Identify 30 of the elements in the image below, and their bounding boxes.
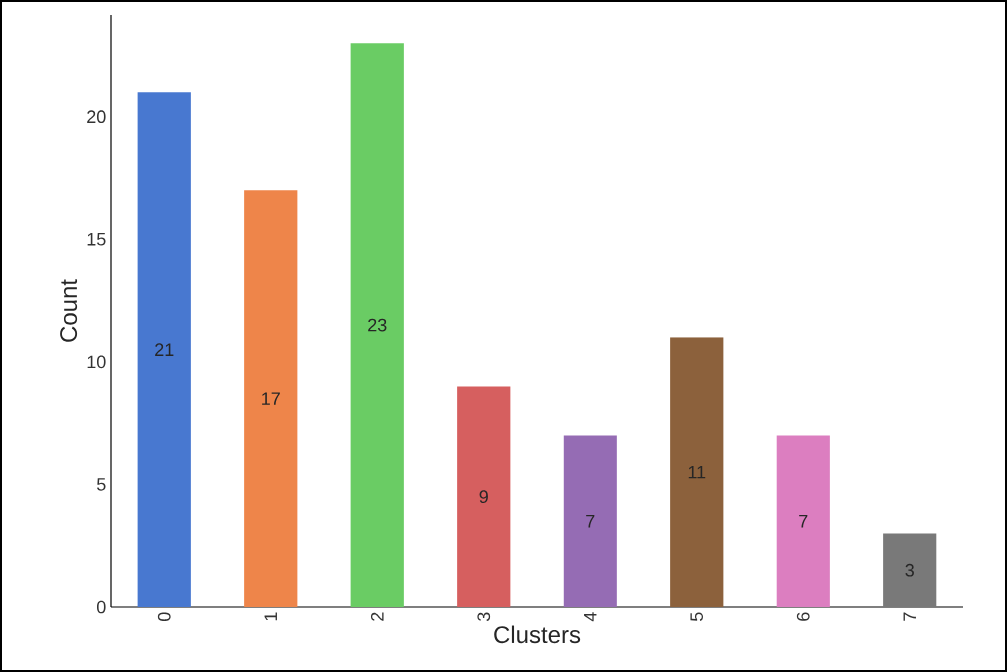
bar	[137, 92, 191, 607]
bar	[457, 386, 511, 607]
x-tick-label: 2	[370, 612, 384, 621]
x-tick-label: 1	[264, 612, 277, 621]
x-tick-label: 7	[903, 612, 916, 621]
y-tick-label: 20	[87, 110, 106, 124]
data-label: 21	[155, 343, 174, 356]
data-label: 7	[799, 515, 808, 528]
bar	[883, 533, 937, 607]
y-tick-label: 10	[87, 355, 106, 369]
data-label: 3	[905, 563, 914, 577]
x-tick-label: 3	[477, 612, 491, 622]
bar	[776, 435, 830, 607]
x-axis-title: Clusters	[494, 625, 581, 644]
x-tick-label: 5	[690, 612, 704, 622]
data-label: 17	[262, 392, 280, 405]
y-axis-title: Count	[60, 279, 78, 342]
bar	[350, 43, 404, 607]
data-label: 11	[688, 465, 706, 479]
x-tick-label: 4	[584, 612, 597, 622]
y-tick-label: 5	[96, 478, 106, 491]
bar	[563, 435, 617, 607]
data-label: 7	[586, 515, 595, 528]
bar	[244, 190, 298, 607]
x-tick-label: 6	[796, 612, 810, 621]
data-label: 23	[368, 318, 387, 332]
x-tick-label: 0	[157, 612, 171, 622]
data-label: 9	[479, 490, 488, 504]
bar	[670, 337, 724, 607]
y-tick-label: 15	[87, 233, 106, 246]
